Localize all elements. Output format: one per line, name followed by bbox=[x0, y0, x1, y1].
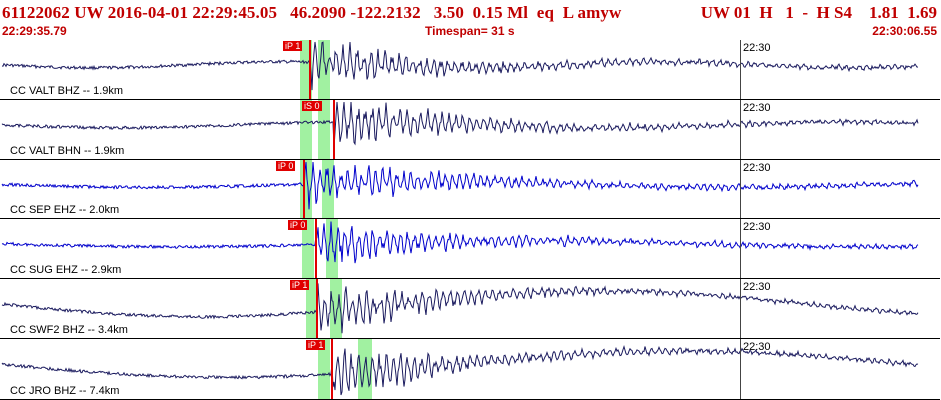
pick-marker[interactable] bbox=[331, 339, 333, 399]
seismogram-panels[interactable]: 22:30 iP 1 CC VALT BHZ -- 1.9km 22:30 iS… bbox=[0, 40, 941, 400]
pick-label[interactable]: iP 0 bbox=[288, 220, 308, 230]
pick-window bbox=[326, 219, 338, 278]
timespan-label: Timespan= 31 s bbox=[425, 24, 515, 38]
waveform-line bbox=[1, 161, 919, 210]
pick-marker[interactable] bbox=[316, 279, 318, 338]
end-time: 22:30:06.55 bbox=[872, 24, 937, 38]
waveform-line bbox=[1, 41, 919, 91]
waveform-trace bbox=[1, 41, 919, 91]
trace-panel-swf2-bhz[interactable]: 22:30 iP 1 CC SWF2 BHZ -- 3.4km bbox=[0, 279, 940, 339]
waveform-trace bbox=[1, 283, 919, 334]
time-tick bbox=[740, 339, 741, 399]
pick-window bbox=[318, 100, 330, 159]
station-label: CC VALT BHN -- 1.9km bbox=[10, 145, 125, 157]
start-time: 22:29:35.79 bbox=[2, 24, 67, 38]
pick-marker[interactable] bbox=[333, 100, 335, 159]
pick-window bbox=[306, 279, 318, 338]
station-label: CC SUG EHZ -- 2.9km bbox=[10, 264, 122, 276]
waveform-trace bbox=[1, 101, 919, 149]
time-tick bbox=[740, 160, 741, 218]
pick-window bbox=[300, 100, 312, 159]
station-label: CC SWF2 BHZ -- 3.4km bbox=[10, 324, 128, 336]
time-tick bbox=[740, 219, 741, 278]
pick-marker[interactable] bbox=[309, 40, 311, 99]
event-header: 61122062 UW 2016-04-01 22:29:45.05 46.20… bbox=[0, 0, 941, 40]
time-tick bbox=[740, 40, 741, 99]
time-tick-label: 22:30 bbox=[743, 221, 771, 233]
pick-label[interactable]: iS 0 bbox=[302, 101, 322, 111]
event-summary: 61122062 UW 2016-04-01 22:29:45.05 46.20… bbox=[2, 3, 622, 22]
station-label: CC SEP EHZ -- 2.0km bbox=[10, 204, 120, 216]
trace-panel-valt-bhn[interactable]: 22:30 iS 0 CC VALT BHN -- 1.9km bbox=[0, 100, 940, 160]
pick-label[interactable]: iP 1 bbox=[290, 280, 310, 290]
waveform-line bbox=[1, 283, 919, 334]
pick-marker[interactable] bbox=[315, 219, 317, 278]
trace-panel-sep-ehz[interactable]: 22:30 iP 0 CC SEP EHZ -- 2.0km bbox=[0, 160, 940, 219]
waveform-line bbox=[1, 221, 919, 264]
waveform-trace bbox=[1, 345, 919, 396]
waveform-line bbox=[1, 345, 919, 396]
time-tick-label: 22:30 bbox=[743, 281, 771, 293]
time-tick-label: 22:30 bbox=[743, 341, 771, 353]
pick-window bbox=[330, 279, 342, 338]
trace-panel-valt-bhz[interactable]: 22:30 iP 1 CC VALT BHZ -- 1.9km bbox=[0, 40, 940, 100]
pick-label[interactable]: iP 1 bbox=[306, 340, 326, 350]
trace-panel-sug-ehz[interactable]: 22:30 iP 0 CC SUG EHZ -- 2.9km bbox=[0, 219, 940, 279]
waveform-line bbox=[1, 101, 919, 149]
station-label: CC JRO BHZ -- 7.4km bbox=[10, 385, 120, 397]
event-solution-summary: UW 01 H 1 - H S4 1.81 1.69 bbox=[700, 3, 937, 22]
pick-window bbox=[318, 339, 330, 399]
pick-window bbox=[322, 160, 334, 218]
time-tick-label: 22:30 bbox=[743, 102, 771, 114]
time-tick-label: 22:30 bbox=[743, 42, 771, 54]
pick-window bbox=[302, 219, 314, 278]
waveform-trace bbox=[1, 221, 919, 264]
pick-label[interactable]: iP 1 bbox=[283, 41, 303, 51]
pick-marker[interactable] bbox=[303, 160, 305, 218]
station-label: CC VALT BHZ -- 1.9km bbox=[10, 85, 124, 97]
time-tick bbox=[740, 100, 741, 159]
pick-label[interactable]: iP 0 bbox=[276, 161, 296, 171]
time-tick-label: 22:30 bbox=[743, 162, 771, 174]
time-tick bbox=[740, 279, 741, 338]
waveform-trace bbox=[1, 161, 919, 210]
trace-panel-jro-bhz[interactable]: 22:30 iP 1 CC JRO BHZ -- 7.4km bbox=[0, 339, 940, 400]
